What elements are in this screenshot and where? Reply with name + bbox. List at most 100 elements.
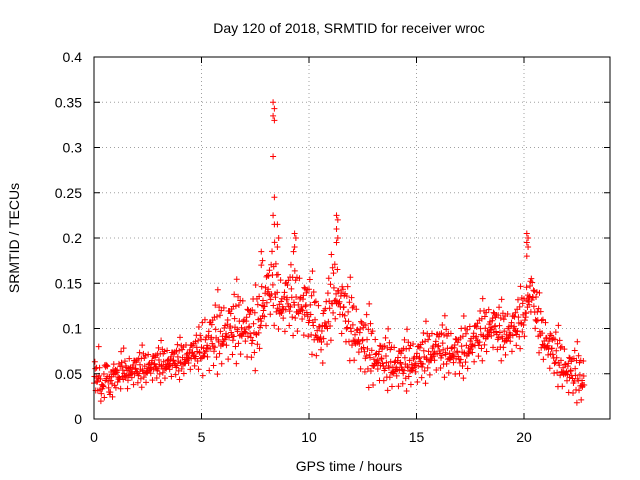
data-point — [322, 305, 329, 312]
data-point — [189, 349, 196, 356]
data-point — [533, 293, 540, 300]
data-point — [459, 333, 466, 340]
data-point — [288, 285, 295, 292]
data-point — [365, 326, 372, 333]
data-point — [382, 353, 389, 360]
data-point — [539, 316, 546, 323]
data-point — [213, 354, 220, 361]
data-point — [117, 385, 124, 392]
data-point — [389, 369, 396, 376]
data-point — [441, 331, 448, 338]
data-point — [263, 322, 269, 329]
data-point — [425, 348, 432, 355]
data-point — [517, 345, 524, 352]
data-point — [529, 279, 536, 286]
data-point — [155, 344, 162, 351]
data-point — [495, 312, 502, 319]
data-point — [195, 337, 202, 344]
data-point — [400, 370, 407, 377]
data-point — [548, 345, 555, 352]
data-point — [418, 374, 425, 381]
data-point — [338, 290, 345, 297]
data-point — [300, 292, 307, 299]
data-point — [303, 309, 310, 316]
data-point — [333, 239, 340, 246]
data-point — [468, 341, 475, 348]
data-point — [136, 370, 143, 377]
data-point — [360, 344, 367, 351]
data-point — [384, 344, 391, 351]
data-point — [267, 296, 274, 303]
data-point — [454, 339, 461, 346]
data-point — [500, 316, 507, 323]
data-point — [107, 377, 114, 384]
data-point — [292, 277, 299, 284]
data-point — [556, 362, 563, 369]
data-point — [573, 399, 580, 406]
data-point — [517, 283, 524, 290]
data-point — [180, 370, 187, 377]
data-point — [332, 297, 339, 304]
data-point — [382, 334, 389, 341]
data-point — [520, 322, 527, 329]
y-axis-label: SRMTID / TECUs — [6, 183, 22, 293]
data-point — [369, 328, 376, 335]
data-point — [161, 348, 168, 355]
data-point — [458, 343, 465, 350]
data-point — [353, 327, 360, 334]
data-point — [207, 345, 214, 352]
data-point — [523, 310, 530, 317]
data-point — [227, 323, 234, 330]
data-point — [220, 304, 227, 311]
data-point — [231, 291, 238, 298]
data-point — [234, 328, 241, 335]
data-point — [457, 356, 464, 363]
data-point — [265, 272, 272, 279]
data-point — [367, 354, 374, 361]
data-point — [306, 317, 313, 324]
data-point — [340, 303, 347, 310]
data-point — [293, 274, 300, 281]
data-point — [508, 319, 515, 326]
data-point — [263, 299, 270, 306]
data-point — [304, 313, 311, 320]
data-point — [475, 342, 482, 349]
data-point — [266, 267, 273, 274]
data-point — [235, 301, 242, 308]
data-point — [326, 305, 333, 312]
data-point — [405, 339, 412, 346]
data-point — [494, 346, 501, 353]
data-point — [478, 315, 485, 322]
data-point — [557, 357, 564, 364]
data-point — [166, 360, 173, 367]
data-point — [407, 381, 414, 388]
data-point — [190, 352, 197, 359]
data-point — [526, 301, 533, 308]
data-point — [488, 332, 495, 339]
data-point — [112, 384, 119, 391]
data-point — [415, 362, 422, 369]
data-point — [361, 368, 368, 375]
data-point — [412, 368, 419, 375]
data-point — [98, 390, 105, 397]
data-point — [576, 371, 583, 378]
data-point — [92, 365, 99, 372]
data-point — [202, 336, 209, 343]
data-point — [436, 347, 443, 354]
data-point — [149, 357, 156, 364]
data-point — [270, 212, 277, 219]
data-point — [382, 365, 389, 372]
data-point — [307, 311, 314, 318]
data-point — [179, 346, 186, 353]
data-point — [192, 338, 199, 345]
data-point — [557, 372, 564, 379]
data-point — [305, 333, 312, 340]
data-point — [110, 361, 117, 368]
data-point — [330, 270, 337, 277]
data-point — [422, 318, 429, 325]
data-point — [333, 212, 340, 219]
data-point — [504, 335, 511, 342]
data-point — [348, 328, 355, 335]
data-point — [476, 339, 483, 346]
data-point — [363, 311, 370, 318]
